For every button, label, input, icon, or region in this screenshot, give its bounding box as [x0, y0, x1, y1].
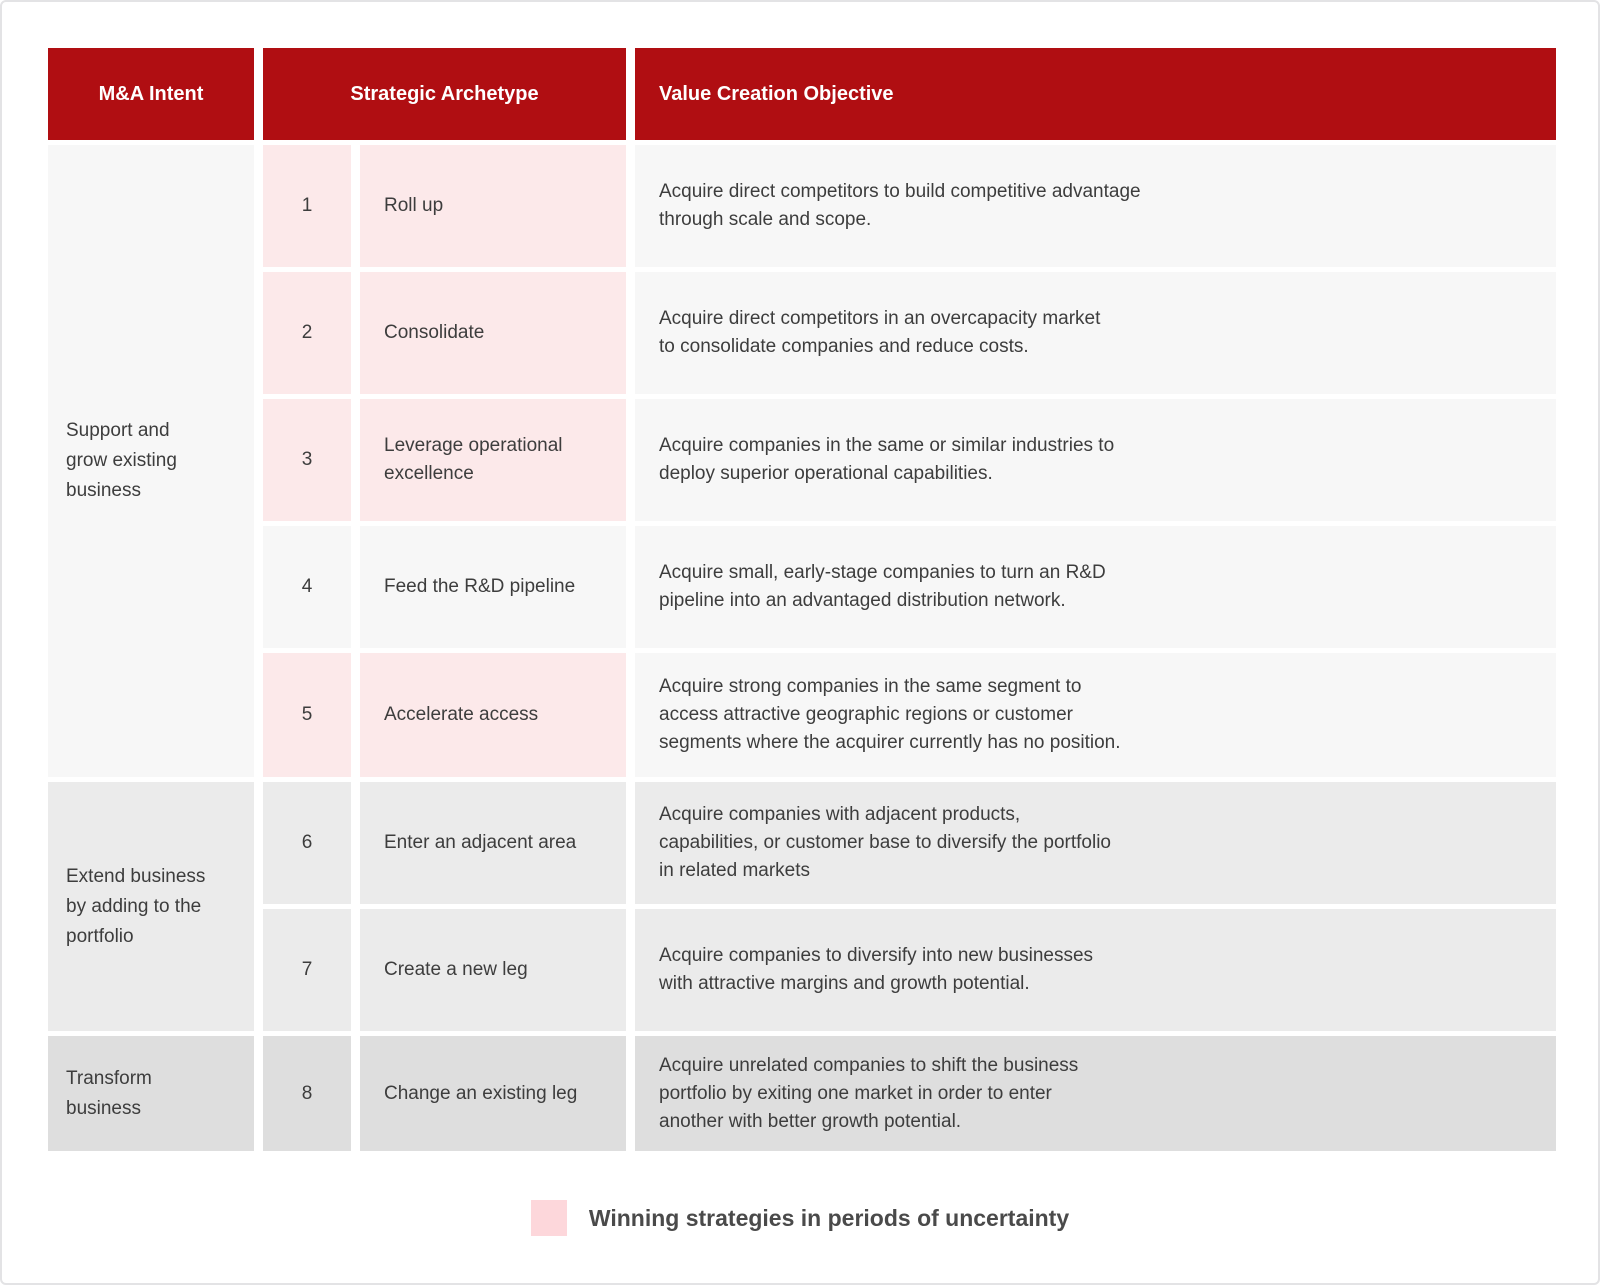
header-ma-intent: M&A Intent: [48, 48, 254, 140]
archetype-name-cell: Roll up: [360, 145, 626, 267]
ma-archetype-table: M&A Intent Strategic Archetype Value Cre…: [48, 48, 1556, 1151]
archetype-name-cell: Accelerate access: [360, 653, 626, 777]
archetype-name-cell: Create a new leg: [360, 909, 626, 1031]
intent-group-transform: Transform business: [48, 1036, 254, 1151]
objective-cell: Acquire companies to diversify into new …: [635, 909, 1556, 1031]
objective-cell: Acquire small, early-stage companies to …: [635, 526, 1556, 648]
objective-cell: Acquire companies with adjacent products…: [635, 782, 1556, 904]
header-value-creation-objective: Value Creation Objective: [635, 48, 1556, 140]
legend-pink-swatch: [530, 1200, 567, 1236]
archetype-number-cell: 3: [263, 399, 351, 521]
archetype-number-cell: 2: [263, 272, 351, 394]
legend-label: Winning strategies in periods of uncerta…: [588, 1204, 1070, 1231]
archetype-name-cell: Leverage operational excellence: [360, 399, 626, 521]
header-strategic-archetype: Strategic Archetype: [263, 48, 626, 140]
legend: Winning strategies in periods of uncerta…: [2, 1200, 1598, 1236]
archetype-number-cell: 1: [263, 145, 351, 267]
archetype-name-cell: Enter an adjacent area: [360, 782, 626, 904]
archetype-number-cell: 4: [263, 526, 351, 648]
intent-group-support-grow: Support and grow existing business: [48, 145, 254, 777]
archetype-name-cell: Change an existing leg: [360, 1036, 626, 1151]
objective-cell: Acquire strong companies in the same seg…: [635, 653, 1556, 777]
archetype-name-cell: Consolidate: [360, 272, 626, 394]
archetype-number-cell: 8: [263, 1036, 351, 1151]
archetype-number-cell: 5: [263, 653, 351, 777]
objective-cell: Acquire direct competitors in an overcap…: [635, 272, 1556, 394]
archetype-number-cell: 6: [263, 782, 351, 904]
archetype-number-cell: 7: [263, 909, 351, 1031]
objective-cell: Acquire direct competitors to build comp…: [635, 145, 1556, 267]
intent-group-extend-portfolio: Extend business by adding to the portfol…: [48, 782, 254, 1031]
objective-cell: Acquire unrelated companies to shift the…: [635, 1036, 1556, 1151]
objective-cell: Acquire companies in the same or similar…: [635, 399, 1556, 521]
archetype-name-cell: Feed the R&D pipeline: [360, 526, 626, 648]
